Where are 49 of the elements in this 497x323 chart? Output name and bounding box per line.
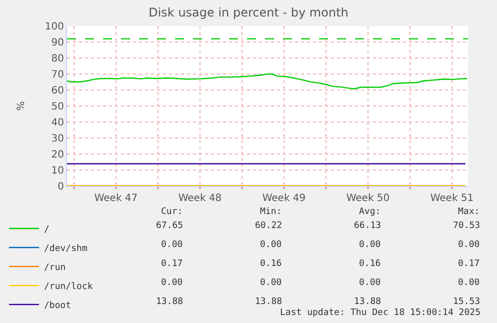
y-tick-label: 70: [51, 70, 64, 80]
text: Min:: [260, 207, 282, 217]
legend-label: /: [44, 225, 50, 236]
legend-label: /run/lock: [44, 282, 94, 292]
text: 60.22: [255, 221, 282, 231]
text: 13.88: [354, 297, 382, 307]
text: 0.00: [458, 278, 480, 288]
text: 0.00: [359, 240, 381, 250]
y-tick-label: 30: [51, 134, 64, 144]
text: 13.88: [156, 297, 184, 307]
y-tick-label: 0: [58, 182, 64, 192]
y-tick-label: 10: [51, 166, 64, 176]
text: 0.17: [161, 259, 183, 269]
text: 0.00: [161, 240, 183, 250]
text: 70.53: [453, 221, 480, 231]
text: 0.16: [260, 259, 282, 269]
x-tick-label: Week 47: [94, 193, 138, 204]
text: 67.65: [156, 221, 184, 231]
legend-label: /run: [44, 263, 66, 274]
y-tick-label: 20: [51, 150, 64, 160]
text: 13.88: [255, 297, 282, 307]
y-tick-label: 90: [51, 38, 64, 48]
y-tick-label: 80: [51, 54, 64, 64]
text: Last update: Thu Dec 18 15:00:14 2025: [280, 308, 480, 318]
x-tick-label: Week 50: [346, 193, 390, 204]
y-tick-label: 40: [51, 118, 64, 128]
text: 15.53: [453, 297, 480, 307]
y-tick-label: 100: [44, 22, 64, 32]
x-tick-label: Week 49: [262, 193, 306, 204]
chart-title: Disk usage in percent - by month: [148, 5, 348, 20]
line-series: [67, 73, 468, 90]
text: 0.00: [260, 240, 282, 250]
x-tick-label: Week 48: [178, 193, 222, 204]
y-axis-title: %: [16, 101, 27, 111]
x-tick-label: Week 51: [430, 193, 474, 204]
text: 66.13: [354, 221, 382, 231]
text: 0.00: [458, 240, 480, 250]
text: 0.17: [458, 259, 480, 269]
text: Max:: [458, 207, 480, 217]
text: 0.00: [260, 278, 282, 288]
text: Cur:: [161, 207, 183, 217]
text: 0.16: [359, 259, 381, 269]
text: 0.00: [161, 278, 183, 288]
legend-label: /dev/shm: [44, 244, 88, 254]
text: Avg:: [359, 207, 381, 217]
text: 0.00: [359, 278, 381, 288]
legend-label: /boot: [44, 301, 72, 312]
y-tick-label: 60: [51, 86, 64, 96]
y-tick-label: 50: [51, 102, 64, 112]
